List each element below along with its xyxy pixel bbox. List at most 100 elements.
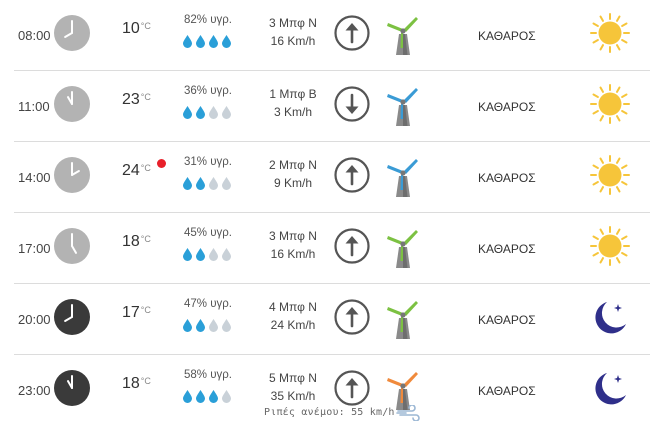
humidity-drops (182, 318, 232, 332)
drop-empty-icon (221, 247, 232, 261)
row-divider (14, 212, 650, 213)
wind-info: 4 Μπφ Ν 24 Km/h (258, 298, 328, 334)
drop-filled-icon (195, 34, 206, 48)
drop-empty-icon (221, 176, 232, 190)
clock-icon (54, 15, 90, 51)
clock-icon (54, 157, 90, 193)
wind-speed: 24 Km/h (270, 318, 316, 332)
time-label: 23:00 (18, 383, 51, 398)
temperature-value: 24 (122, 162, 140, 179)
drop-empty-icon (208, 318, 219, 332)
humidity-drops (182, 176, 232, 190)
drop-filled-icon (221, 34, 232, 48)
condition-label: ΚΑΘΑΡΟΣ (478, 170, 536, 185)
row-divider (14, 70, 650, 71)
humidity-label: 36% υγρ. (184, 85, 232, 97)
sun-icon (590, 155, 630, 195)
row-divider (14, 354, 650, 355)
wind-turbine-icon (385, 369, 421, 411)
drop-filled-icon (195, 105, 206, 119)
wind-speed: 16 Km/h (270, 34, 316, 48)
temperature: 18°C (122, 233, 151, 251)
drop-filled-icon (195, 176, 206, 190)
temperature-unit: °C (140, 376, 151, 386)
temperature: 24°C (122, 162, 151, 180)
drop-filled-icon (195, 389, 206, 403)
drop-filled-icon (195, 247, 206, 261)
drop-filled-icon (208, 389, 219, 403)
wind-turbine-icon (385, 227, 421, 269)
row-divider (14, 141, 650, 142)
wind-direction-up-icon (334, 157, 370, 193)
drop-empty-icon (208, 105, 219, 119)
temperature-value: 17 (122, 304, 140, 321)
time-label: 11:00 (18, 99, 50, 114)
temperature-value: 10 (122, 20, 140, 37)
wind-force: 5 Μπφ Ν (269, 371, 317, 385)
humidity-label: 47% υγρ. (184, 298, 232, 310)
drop-filled-icon (182, 34, 193, 48)
drop-filled-icon (182, 105, 193, 119)
condition-label: ΚΑΘΑΡΟΣ (478, 241, 536, 256)
temperature: 18°C (122, 375, 151, 393)
forecast-row: 20:00 17°C 47% υγρ. 4 Μπφ Ν 24 Km/h ΚΑΘΑΡΟΣ (0, 284, 650, 355)
temperature: 17°C (122, 304, 151, 322)
wind-turbine-icon (385, 156, 421, 198)
drop-empty-icon (221, 389, 232, 403)
temperature-unit: °C (140, 234, 151, 244)
humidity-drops (182, 389, 232, 403)
wind-force: 4 Μπφ Ν (269, 300, 317, 314)
temperature: 10°C (122, 20, 151, 38)
wind-direction-up-icon (334, 228, 370, 264)
condition-label: ΚΑΘΑΡΟΣ (478, 312, 536, 327)
wind-direction-down-icon (334, 86, 370, 122)
clock-icon (54, 86, 90, 122)
drop-filled-icon (208, 34, 219, 48)
forecast-row: 08:00 10°C 82% υγρ. 3 Μπφ Ν 16 Km/h ΚΑΘΑΡΟΣ (0, 0, 650, 71)
condition-label: ΚΑΘΑΡΟΣ (478, 99, 536, 114)
humidity-label: 45% υγρ. (184, 227, 232, 239)
drop-filled-icon (182, 318, 193, 332)
time-label: 20:00 (18, 312, 51, 327)
time-label: 08:00 (18, 28, 51, 43)
wind-info: 3 Μπφ Ν 16 Km/h (258, 227, 328, 263)
humidity-drops (182, 247, 232, 261)
wind-force: 1 Μπφ Β (269, 87, 317, 101)
clock-icon (54, 370, 90, 406)
forecast-row: 11:00 23°C 36% υγρ. 1 Μπφ Β 3 Km/h ΚΑΘΑΡΟΣ (0, 71, 650, 142)
temperature-unit: °C (140, 163, 151, 173)
temperature-value: 18 (122, 375, 140, 392)
clock-icon (54, 299, 90, 335)
temperature-unit: °C (140, 21, 151, 31)
wind-force: 2 Μπφ Ν (269, 158, 317, 172)
drop-empty-icon (221, 105, 232, 119)
drop-empty-icon (221, 318, 232, 332)
wind-force: 3 Μπφ Ν (269, 229, 317, 243)
sun-icon (590, 226, 630, 266)
wind-info: 3 Μπφ Ν 16 Km/h (258, 14, 328, 50)
wind-turbine-icon (385, 14, 421, 56)
wind-gust-icon (396, 404, 420, 422)
temperature-value: 23 (122, 91, 140, 108)
wind-info: 2 Μπφ Ν 9 Km/h (258, 156, 328, 192)
alert-dot-icon[interactable] (157, 159, 166, 168)
drop-empty-icon (208, 176, 219, 190)
forecast-row: 14:00 24°C 31% υγρ. 2 Μπφ Ν 9 Km/h ΚΑΘΑΡΟΣ (0, 142, 650, 213)
wind-info: 5 Μπφ Ν 35 Km/h (258, 369, 328, 405)
forecast-row: 17:00 18°C 45% υγρ. 3 Μπφ Ν 16 Km/h ΚΑΘΑΡΟΣ (0, 213, 650, 284)
wind-speed: 35 Km/h (270, 389, 316, 403)
wind-speed: 16 Km/h (270, 247, 316, 261)
wind-force: 3 Μπφ Ν (269, 16, 317, 30)
humidity-label: 82% υγρ. (184, 14, 232, 26)
temperature: 23°C (122, 91, 151, 109)
row-divider (14, 283, 650, 284)
sun-icon (590, 13, 630, 53)
humidity-drops (182, 105, 232, 119)
drop-filled-icon (182, 176, 193, 190)
drop-filled-icon (182, 247, 193, 261)
moon-icon (590, 297, 630, 337)
moon-icon (590, 368, 630, 408)
drop-empty-icon (208, 247, 219, 261)
humidity-label: 58% υγρ. (184, 369, 232, 381)
